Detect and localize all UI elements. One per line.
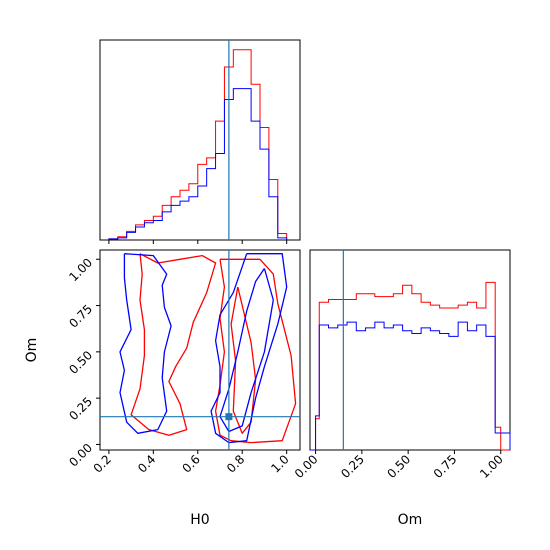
joint-x-tick-label: 0.2 [91, 452, 114, 475]
contour-series-b [210, 253, 288, 444]
joint-x-tick-label: 0.4 [135, 452, 158, 475]
joint-y-ticks: 0.000.250.500.751.00 [66, 255, 100, 469]
joint-x-ticks: 0.2 0.4 0.6 0.8 1.0 [91, 450, 292, 476]
joint-y-tick-label: 0.50 [66, 348, 95, 377]
histogram-h0-series [108, 40, 288, 240]
joint-y-tick-label: 1.00 [66, 255, 95, 284]
hist-om-series-b [310, 321, 511, 451]
hist-om-series-a [310, 281, 510, 451]
histogram-h0-tick-marks [108, 240, 288, 244]
truth-marker [225, 413, 233, 421]
joint-contours [119, 253, 297, 444]
y-axis-label-om: Om [24, 338, 40, 363]
joint-x-tick-label: 1.0 [268, 452, 291, 475]
joint-x-tick-label: 0.8 [224, 452, 247, 475]
contour-series-a [130, 253, 217, 436]
contour-series-a [230, 286, 257, 434]
joint-x-tick-label: 0.6 [179, 452, 202, 475]
hist-om-x-tick-label: 0.25 [338, 452, 367, 481]
joint-contour-panel: 0.2 0.4 0.6 0.8 1.0 0.000.250.500.751.00 [66, 249, 301, 476]
histogram-h0-panel [99, 39, 301, 244]
hist-om-x-tick-label: 0.75 [431, 452, 460, 481]
truth-marker-group [100, 250, 300, 450]
x-axis-label-h0: H0 [190, 512, 209, 528]
contour-series-b [119, 253, 172, 434]
hist-om-x-tick-label: 1.00 [477, 452, 506, 481]
joint-y-tick-label: 0.75 [66, 302, 95, 331]
hist-om-x-tick-label: 0.00 [292, 452, 321, 481]
joint-y-tick-label: 0.25 [66, 394, 95, 423]
x-axis-label-om: Om [398, 512, 423, 528]
histogram-om-panel: 0.00 0.25 0.50 0.75 1.00 [292, 249, 511, 481]
hist-om-x-tick-label: 0.50 [384, 452, 413, 481]
contour-series-b [219, 268, 274, 433]
hist-h0-series-b [108, 88, 288, 240]
histogram-om-series [310, 250, 511, 451]
histogram-om-x-ticks: 0.00 0.25 0.50 0.75 1.00 [292, 450, 506, 481]
